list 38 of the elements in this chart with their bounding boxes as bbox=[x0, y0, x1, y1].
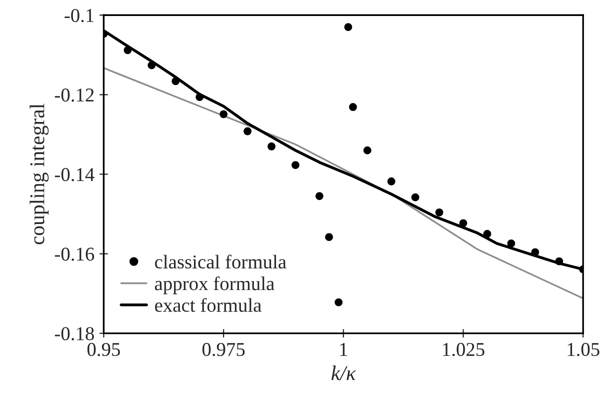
legend-label: exact formula bbox=[155, 298, 262, 312]
point bbox=[483, 230, 492, 238]
point bbox=[315, 192, 324, 200]
y-tick-label: -0.1 bbox=[64, 8, 94, 22]
point bbox=[555, 257, 564, 266]
point bbox=[196, 93, 204, 102]
line-series bbox=[104, 67, 584, 300]
x-axis-title: k/κ bbox=[331, 366, 356, 380]
point bbox=[148, 61, 156, 70]
point bbox=[325, 233, 333, 242]
x-tick-label: 0.95 bbox=[87, 342, 120, 356]
point bbox=[172, 77, 180, 86]
point bbox=[220, 110, 228, 118]
legend-label: classical formula bbox=[155, 254, 286, 269]
x-tick-label: 1 bbox=[340, 343, 348, 356]
y-tick-label: -0.14 bbox=[54, 168, 94, 182]
x-tick-label: 1.025 bbox=[443, 342, 484, 356]
point bbox=[268, 142, 276, 150]
point bbox=[363, 146, 372, 154]
y-tick-label: -0.16 bbox=[54, 248, 94, 261]
y-tick-label: -0.18 bbox=[54, 327, 94, 340]
point bbox=[435, 208, 444, 216]
point bbox=[244, 127, 252, 136]
point bbox=[531, 248, 540, 256]
legend-label: approx formula bbox=[154, 276, 274, 294]
y-tick-label: -0.12 bbox=[54, 88, 94, 102]
point bbox=[507, 239, 516, 248]
point bbox=[387, 177, 396, 186]
point bbox=[349, 103, 357, 111]
point bbox=[334, 298, 343, 306]
x-tick-label: 0.975 bbox=[202, 342, 245, 356]
x-tick-label: 1.05 bbox=[568, 342, 600, 356]
point bbox=[124, 46, 132, 54]
point bbox=[411, 193, 420, 202]
y-axis-title: coupling integral bbox=[30, 104, 49, 244]
point bbox=[344, 23, 352, 32]
point bbox=[459, 219, 468, 228]
point bbox=[292, 161, 300, 170]
